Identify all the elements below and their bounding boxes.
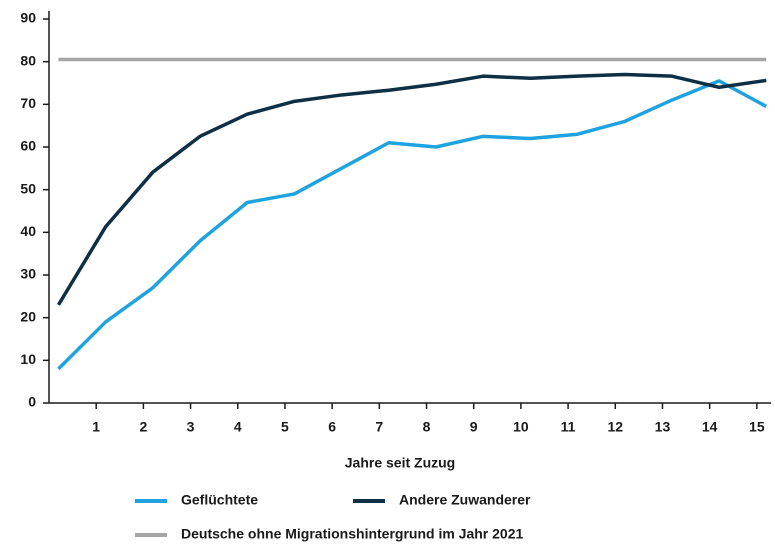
x-tick-label: 4: [234, 419, 242, 435]
x-tick-label: 9: [470, 419, 478, 435]
y-tick-label: 30: [20, 266, 36, 282]
x-tick-label: 13: [655, 419, 671, 435]
x-tick-label: 2: [139, 419, 147, 435]
x-tick-label: 12: [607, 419, 623, 435]
y-tick-label: 60: [20, 138, 36, 154]
x-tick-label: 6: [328, 419, 336, 435]
series-line: [57, 79, 768, 371]
x-tick-label: 15: [749, 419, 765, 435]
y-tick-label: 70: [20, 95, 36, 111]
x-tick-label: 8: [423, 419, 431, 435]
x-tick-label: 3: [187, 419, 195, 435]
y-tick-label: 10: [20, 351, 36, 367]
legend-label: Geflüchtete: [181, 492, 258, 508]
x-tick-label: 7: [375, 419, 383, 435]
y-tick-label: 80: [20, 52, 36, 68]
x-tick-label: 14: [702, 419, 718, 435]
x-tick-label: 10: [513, 419, 529, 435]
y-tick-label: 20: [20, 308, 36, 324]
y-tick-label: 0: [28, 394, 36, 410]
legend-label: Deutsche ohne Migrationshintergrund im J…: [181, 526, 524, 542]
x-tick-label: 11: [561, 419, 576, 435]
x-tick-label: 5: [281, 419, 289, 435]
x-axis-label: Jahre seit Zuzug: [345, 455, 455, 471]
y-tick-label: 50: [20, 180, 36, 196]
series-line: [56, 72, 767, 306]
legend-label: Andere Zuwanderer: [399, 492, 531, 508]
y-tick-label: 40: [20, 223, 36, 239]
x-tick-label: 1: [92, 419, 100, 435]
y-tick-label: 90: [20, 10, 36, 26]
